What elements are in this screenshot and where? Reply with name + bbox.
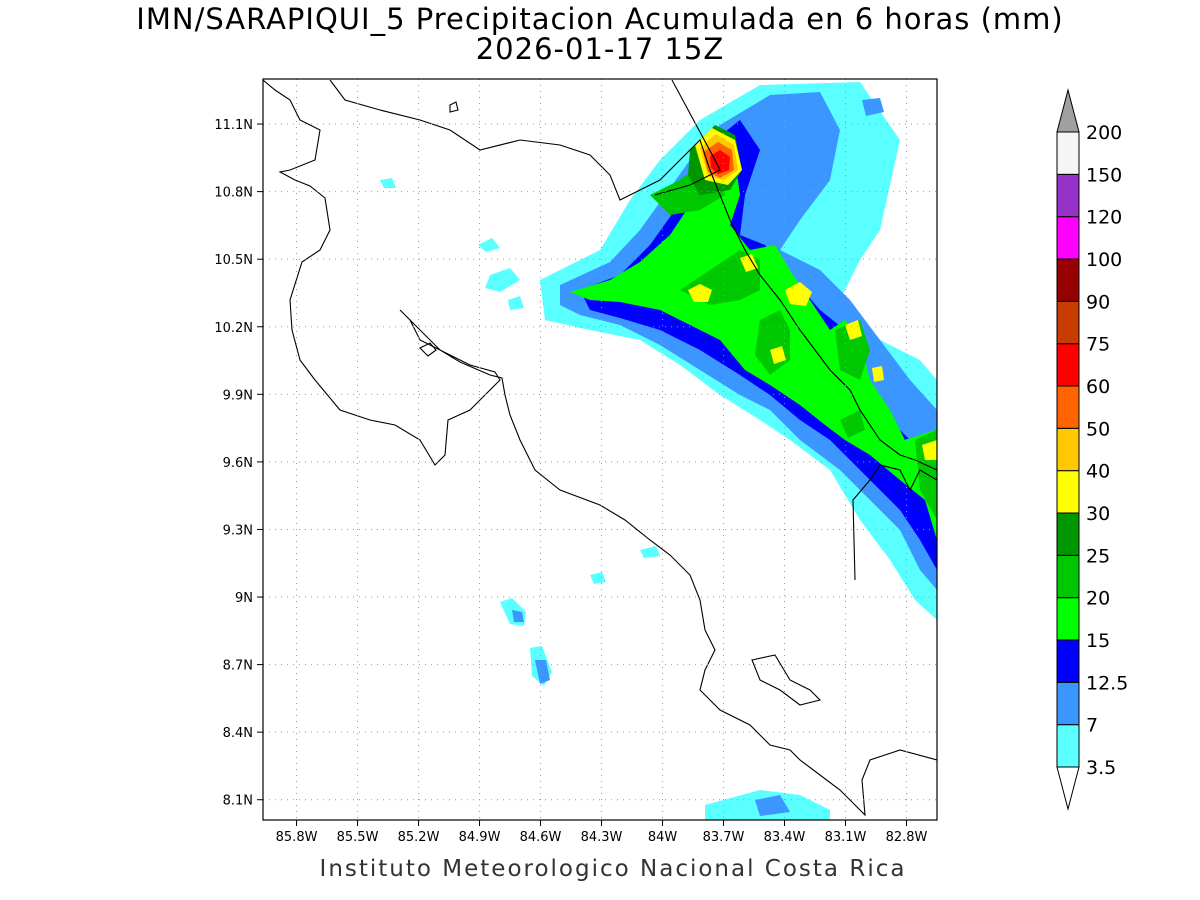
lat-tick-label: 9.6N bbox=[223, 456, 253, 471]
rain-cell-small bbox=[485, 268, 520, 292]
caribbean-coastline bbox=[329, 79, 937, 471]
lat-tick-label: 9.9N bbox=[223, 388, 253, 403]
colorbar-label: 75 bbox=[1086, 334, 1110, 356]
colorbar-box bbox=[1056, 724, 1080, 768]
colorbar-label: 40 bbox=[1086, 461, 1110, 483]
map-frame bbox=[262, 78, 938, 821]
lake-nicaragua bbox=[449, 101, 459, 113]
colorbar-box bbox=[1056, 131, 1080, 175]
colorbar-box bbox=[1056, 512, 1080, 556]
rain-cell-small bbox=[640, 546, 660, 558]
chart-subtitle-date: 2026-01-17 15Z bbox=[475, 32, 725, 66]
lon-tick-label: 84W bbox=[648, 830, 678, 845]
rain-cell-small bbox=[590, 572, 606, 584]
lat-tick-label: 10.5N bbox=[214, 253, 253, 268]
colorbar-box bbox=[1056, 681, 1080, 726]
colorbar-label: 25 bbox=[1086, 545, 1110, 567]
nicaragua-border bbox=[654, 79, 721, 196]
lon-tick-label: 84.6W bbox=[520, 830, 562, 845]
colorbar-box bbox=[1056, 470, 1080, 514]
colorbar-box bbox=[1056, 639, 1080, 683]
pacific-coastline bbox=[263, 79, 937, 817]
lon-tick-label: 85.5W bbox=[337, 830, 379, 845]
panama-border bbox=[852, 464, 937, 581]
nicoya-island bbox=[419, 342, 437, 357]
colorbar-label: 150 bbox=[1086, 164, 1122, 186]
colorbar-box bbox=[1056, 300, 1080, 345]
colorbar-box bbox=[1056, 554, 1080, 599]
colorbar-label: 100 bbox=[1086, 249, 1122, 271]
precipitation-field bbox=[380, 82, 937, 820]
colorbar-box bbox=[1056, 597, 1080, 641]
lat-tick-label: 11.1N bbox=[214, 118, 253, 133]
lon-tick-label: 84.9W bbox=[459, 830, 501, 845]
lon-tick-label: 85.2W bbox=[398, 830, 440, 845]
rain-core-yellow bbox=[785, 282, 812, 306]
colorbar-label: 60 bbox=[1086, 376, 1110, 398]
coastlines bbox=[263, 79, 937, 817]
lat-tick-label: 8.1N bbox=[223, 794, 253, 809]
colorbar-label: 200 bbox=[1086, 122, 1122, 144]
lon-tick-label: 83.7W bbox=[703, 830, 745, 845]
lon-tick-label: 83.4W bbox=[764, 830, 806, 845]
lon-tick-label: 83.1W bbox=[825, 830, 867, 845]
colorbar-box bbox=[1056, 258, 1080, 302]
colorbar-label: 7 bbox=[1086, 715, 1098, 737]
colorbar-box bbox=[1056, 216, 1080, 260]
lat-tick-label: 10.2N bbox=[214, 321, 253, 336]
colorbar-label: 3.5 bbox=[1086, 757, 1116, 779]
rain-cell-blue bbox=[755, 795, 790, 816]
rain-cell-small bbox=[508, 296, 524, 310]
lon-tick-label: 82.8W bbox=[886, 830, 928, 845]
lat-tick-label: 9N bbox=[235, 591, 253, 606]
osa-peninsula bbox=[751, 654, 822, 706]
colorbar-label: 15 bbox=[1086, 630, 1110, 652]
colorbar-label: 30 bbox=[1086, 503, 1110, 525]
colorbar-box bbox=[1056, 343, 1080, 387]
rain-cell-small bbox=[380, 178, 396, 188]
rain-cell-blue bbox=[512, 610, 524, 622]
colorbar-label: 90 bbox=[1086, 291, 1110, 313]
lat-tick-label: 9.3N bbox=[223, 523, 253, 538]
lon-tick-label: 84.3W bbox=[581, 830, 623, 845]
rain-core-yellow bbox=[872, 366, 884, 382]
colorbar-label: 120 bbox=[1086, 207, 1122, 229]
rain-band-green bbox=[570, 150, 937, 540]
rain-core-green bbox=[840, 410, 865, 438]
rain-core-yellow bbox=[922, 440, 937, 460]
colorbar-under-triangle bbox=[1056, 766, 1080, 811]
map-grid bbox=[263, 79, 937, 820]
rain-core-yellow bbox=[740, 254, 758, 272]
lon-tick-label: 85.8W bbox=[276, 830, 318, 845]
colorbar-label: 50 bbox=[1086, 418, 1110, 440]
chart-title: IMN/SARAPIQUI_5 Precipitacion Acumulada … bbox=[136, 2, 1064, 36]
rain-core-yellow bbox=[770, 346, 786, 364]
rain-cell-blue bbox=[535, 660, 550, 684]
colorbar: 3.5 7 12.5 15 20 25 30 40 50 60 75 90 100 120 150 200 bbox=[1056, 88, 1128, 811]
colorbar-box bbox=[1056, 173, 1080, 218]
colorbar-label: 12.5 bbox=[1086, 672, 1128, 694]
lat-tick-label: 8.4N bbox=[223, 726, 253, 741]
colorbar-label: 20 bbox=[1086, 588, 1110, 610]
rain-core-yellow bbox=[688, 284, 712, 302]
rain-core-red bbox=[710, 150, 730, 174]
rain-cell-small bbox=[478, 238, 500, 252]
lat-tick-label: 10.8N bbox=[214, 186, 253, 201]
colorbar-box bbox=[1056, 427, 1080, 472]
footer-credit: Instituto Meteorologico Nacional Costa R… bbox=[319, 856, 907, 882]
rain-core-yellow bbox=[845, 320, 862, 340]
axis-ticks: 85.8W 85.5W 85.2W 84.9W 84.6W 84.3W 84W 83.7W 83… bbox=[214, 118, 927, 845]
lat-tick-label: 8.7N bbox=[223, 659, 253, 674]
colorbar-over-triangle bbox=[1056, 88, 1080, 133]
rain-cell-blue bbox=[862, 98, 884, 116]
colorbar-box bbox=[1056, 385, 1080, 429]
